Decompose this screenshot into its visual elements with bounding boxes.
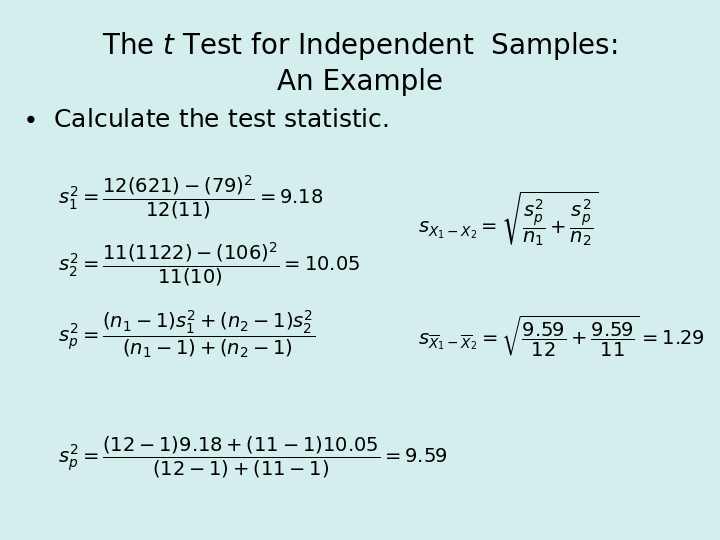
- Text: $s_1^2 = \dfrac{12(621)-(79)^2}{12(11)} = 9.18$: $s_1^2 = \dfrac{12(621)-(79)^2}{12(11)} …: [58, 173, 323, 221]
- Text: $s_p^2 = \dfrac{(n_1-1)s_1^2+(n_2-1)s_2^2}{(n_1-1)+(n_2-1)}$: $s_p^2 = \dfrac{(n_1-1)s_1^2+(n_2-1)s_2^…: [58, 308, 315, 360]
- Text: $s_2^2 = \dfrac{11(1122)-(106)^2}{11(10)} = 10.05$: $s_2^2 = \dfrac{11(1122)-(106)^2}{11(10)…: [58, 240, 360, 288]
- Text: $\bullet$  Calculate the test statistic.: $\bullet$ Calculate the test statistic.: [22, 108, 389, 132]
- Text: The $t$ Test for Independent  Samples:: The $t$ Test for Independent Samples:: [102, 30, 618, 62]
- Text: $s_{\overline{X}_1-\overline{X}_2} = \sqrt{\dfrac{9.59}{12}+\dfrac{9.59}{11}} = : $s_{\overline{X}_1-\overline{X}_2} = \sq…: [418, 313, 704, 359]
- Text: $s_p^2 = \dfrac{(12-1)9.18+(11-1)10.05}{(12-1)+(11-1)} = 9.59$: $s_p^2 = \dfrac{(12-1)9.18+(11-1)10.05}{…: [58, 435, 447, 480]
- Text: $s_{X_1-X_2} = \sqrt{\dfrac{s_p^2}{n_1}+\dfrac{s_p^2}{n_2}}$: $s_{X_1-X_2} = \sqrt{\dfrac{s_p^2}{n_1}+…: [418, 189, 598, 248]
- Text: An Example: An Example: [277, 68, 443, 96]
